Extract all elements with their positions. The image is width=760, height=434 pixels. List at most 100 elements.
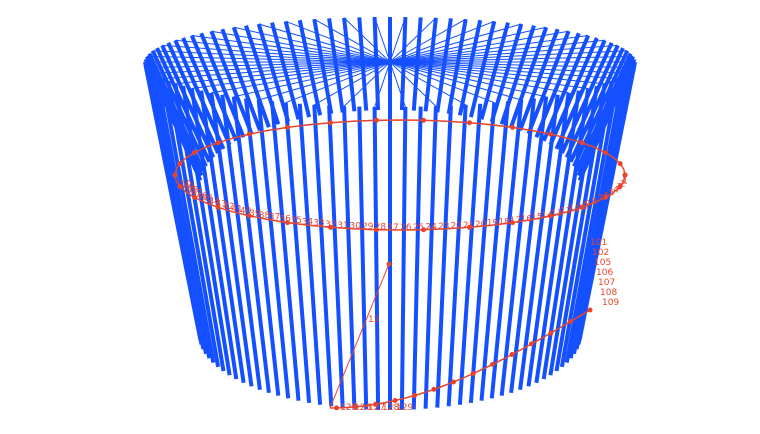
path-point [421,117,426,123]
path-point [412,393,417,398]
path-point [192,150,197,156]
cylinder-bar [231,96,271,394]
path-point [490,361,495,367]
cylinder-bar [160,44,216,159]
top-spoke [146,61,391,69]
path-label: 35 [290,216,301,226]
cylinder-bars [143,16,637,410]
path-point [529,341,534,347]
cylinder-bar [572,72,630,355]
cylinder-bar [181,37,232,146]
cylinder-bar [166,80,221,368]
path-label: 46 [196,191,208,201]
path-label: 33 [313,219,324,229]
path-label: 101 [590,238,607,248]
cylinder-bar [372,106,381,410]
path-point [568,319,573,324]
path-point [246,131,252,137]
top-spoke [389,61,547,98]
cylinder-bar [526,30,571,135]
cylinder-bar [479,22,510,120]
path-label: 23 [438,222,449,232]
path-point [285,220,290,226]
path-label: 47 [191,189,202,199]
cylinder-bar [357,106,369,410]
path-label: 7 [598,194,604,204]
top-spoke [389,44,618,63]
top-spoke [389,61,605,85]
path-label: 34 [302,218,314,228]
path-label: 27 [387,223,398,233]
cylinder-bar [548,37,599,146]
path-point [215,140,221,146]
top-spoke [211,61,391,94]
path-point [215,204,221,210]
center-point [386,261,392,267]
cylinder-bar [564,78,620,363]
top-spoke [285,20,391,63]
path-point [587,307,593,313]
top-spoke [146,55,391,63]
path-point [374,117,379,123]
cylinder-bar [189,88,239,380]
top-spoke [389,35,589,63]
cylinder-bar [220,94,262,390]
path-point [579,140,585,146]
top-spoke [389,55,634,63]
cylinder-bar [270,22,301,120]
top-spoke [233,61,391,98]
path-label: 43 [216,200,227,210]
path-label: 128 [382,403,399,413]
cylinder-bar [312,104,334,407]
top-spoke [258,61,391,101]
path-point [246,213,252,219]
top-spoke [389,39,605,63]
cylinder-bar [526,92,571,387]
path-point [467,120,472,126]
cylinder-bar [435,105,453,408]
path-label: 30 [350,222,362,232]
path-label: 28 [375,223,387,233]
path-labels: 1234567891011121314151617181920212223242… [180,177,628,413]
path-label: 15 [531,213,542,223]
top-spoke [389,23,522,63]
cylinder-bar [457,103,483,405]
path-point [509,352,515,357]
path-point [579,204,585,210]
cylinder-bar [231,26,271,128]
path-label: 126 [354,403,371,413]
top-spoke [191,61,391,89]
path-label: 9 [585,200,591,210]
path-label: 109 [602,298,619,308]
cylinder-bar [150,72,208,355]
cylinder-bar [297,103,323,405]
path-point [451,379,456,385]
path-point [172,172,178,178]
top-spoke [343,17,391,63]
path-label: 107 [598,278,615,288]
path-label: 105 [594,258,611,268]
cylinder-bar [199,90,246,384]
path-point [192,194,197,200]
top-spoke [389,61,569,94]
path-label: 102 [592,248,609,258]
cylinder-bar [423,106,438,409]
cylinder-bar [479,101,510,401]
path-label: 13 [551,209,562,219]
cylinder-bar [446,104,468,407]
cylinder-bar [209,30,254,135]
path-point [603,150,608,156]
top-spoke [389,18,466,63]
path-label: 26 [400,223,412,233]
top-spoke [175,61,391,85]
cylinder-bar [518,94,560,390]
cylinder-bar [155,75,212,359]
path-point [285,124,290,130]
path-label: 49 [183,183,195,193]
path-point [510,220,515,226]
top-spoke [175,39,391,63]
top-spoke [389,61,437,107]
cylinder-bar [399,106,408,410]
path-point [470,371,476,377]
